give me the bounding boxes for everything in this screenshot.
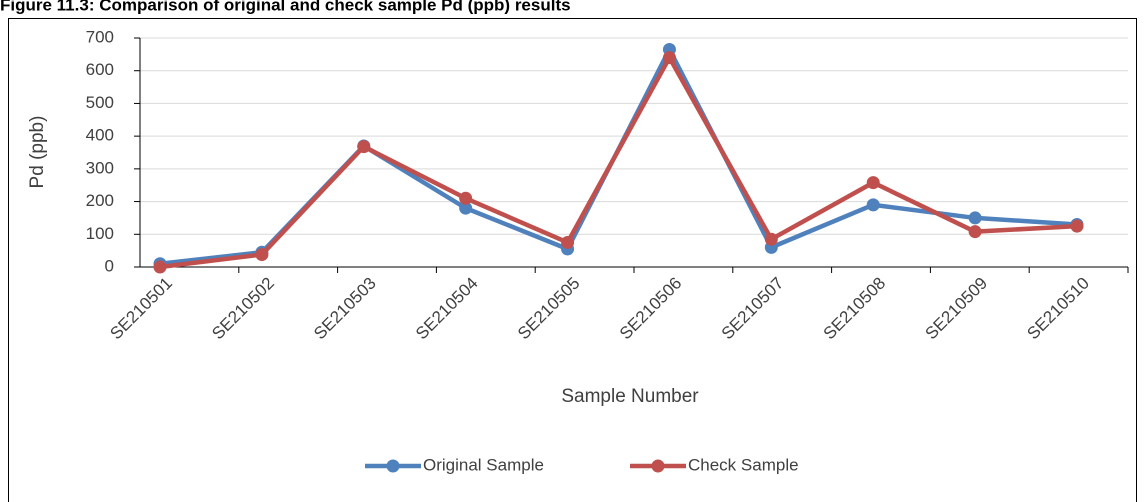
data-point <box>968 225 982 239</box>
x-tick-label: SE210503 <box>310 274 380 344</box>
x-tick-label: SE210502 <box>208 274 278 344</box>
legend-marker <box>386 459 400 473</box>
chart-title: Figure 11.3: Comparison of original and … <box>0 0 571 14</box>
y-tick-label: 600 <box>86 60 114 79</box>
y-tick-label: 500 <box>86 93 114 112</box>
x-tick-label: SE210508 <box>820 274 890 344</box>
data-point <box>561 235 575 249</box>
legend-label: Check Sample <box>688 455 799 474</box>
data-point <box>866 198 880 212</box>
chart-border <box>8 18 1137 502</box>
y-tick-label: 400 <box>86 126 114 145</box>
x-tick-label: SE210506 <box>616 274 686 344</box>
data-point <box>459 201 473 215</box>
data-point <box>866 176 880 190</box>
y-tick-label: 0 <box>105 256 114 275</box>
x-tick-label: SE210510 <box>1023 274 1093 344</box>
data-point <box>459 191 473 205</box>
legend-marker <box>651 459 665 473</box>
y-tick-label: 200 <box>86 191 114 210</box>
x-axis-title: Sample Number <box>561 386 699 407</box>
y-axis-title: Pd (ppb) <box>27 116 48 189</box>
series-line <box>159 47 1078 266</box>
legend-label: Original Sample <box>423 455 544 474</box>
x-tick-label: SE210509 <box>922 274 992 344</box>
y-tick-label: 300 <box>86 158 114 177</box>
data-point <box>357 140 371 154</box>
data-point <box>968 211 982 225</box>
x-tick-label: SE210505 <box>514 274 584 344</box>
data-point <box>255 248 269 262</box>
x-tick-label: SE210507 <box>718 274 788 344</box>
x-tick-label: SE210504 <box>412 274 482 344</box>
series-line <box>159 55 1078 270</box>
data-point <box>153 260 167 274</box>
data-point <box>764 232 778 246</box>
data-point <box>1070 219 1084 233</box>
y-tick-label: 700 <box>86 27 114 46</box>
data-point <box>662 51 676 65</box>
x-tick-label: SE210501 <box>106 274 176 344</box>
y-tick-label: 100 <box>86 224 114 243</box>
